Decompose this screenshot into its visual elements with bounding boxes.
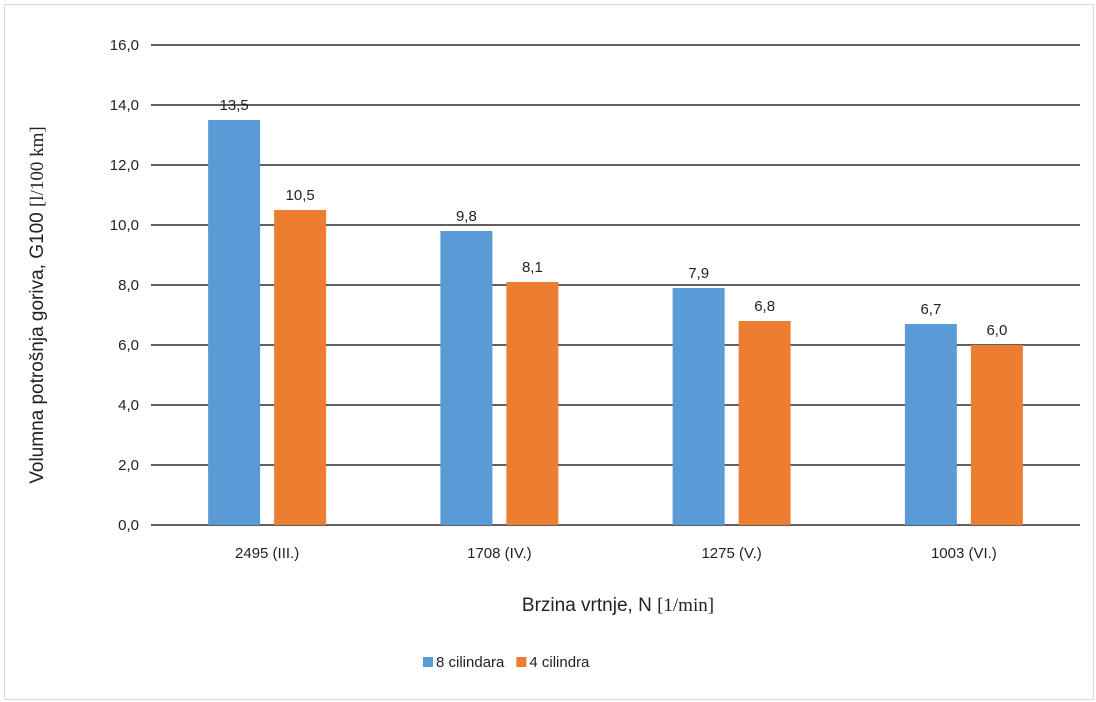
x-tick-label: 1275 (V.) — [701, 545, 761, 562]
bar-chart: 0,0 2,0 4,0 6,0 8,0 10,0 12,0 14,0 16,0 13,5 10,5… — [27, 37, 1080, 671]
chart-frame: 0,0 2,0 4,0 6,0 8,0 10,0 12,0 14,0 16,0 13,5 10,5… — [4, 4, 1094, 700]
y-tick-labels: 0,0 2,0 4,0 6,0 8,0 10,0 12,0 14,0 16,0 — [110, 37, 139, 534]
bar-series1 — [208, 120, 261, 525]
y-tick-label: 4,0 — [118, 397, 139, 414]
x-tick-label: 1003 (VI.) — [931, 545, 997, 562]
y-tick-label: 16,0 — [110, 37, 139, 54]
legend-swatch — [423, 657, 433, 667]
y-tick-label: 12,0 — [110, 157, 139, 174]
y-tick-label: 6,0 — [118, 337, 139, 354]
y-tick-label: 8,0 — [118, 277, 139, 294]
data-label: 6,0 — [986, 322, 1007, 339]
x-tick-label: 1708 (IV.) — [467, 545, 532, 562]
data-label: 6,8 — [754, 298, 775, 315]
y-axis-title: Volumna potrošnja goriva, G100 [l/100 km… — [27, 126, 48, 483]
data-labels: 13,5 10,5 9,8 8,1 7,9 6,8 6,7 6,0 — [220, 97, 1008, 339]
data-label: 10,5 — [286, 187, 315, 204]
data-label: 6,7 — [920, 301, 941, 318]
data-label: 9,8 — [456, 208, 477, 225]
bar-series2 — [506, 282, 559, 525]
data-label: 7,9 — [688, 265, 709, 282]
bar-series1 — [440, 231, 493, 525]
bar-series1 — [904, 324, 957, 525]
x-tick-labels: 2495 (III.) 1708 (IV.) 1275 (V.) 1003 (VI.) — [235, 545, 997, 562]
legend-label: 4 cilindra — [529, 654, 590, 671]
legend-swatch — [516, 657, 527, 667]
bar-series1 — [672, 288, 725, 525]
bar-series2 — [274, 210, 327, 525]
x-tick-label: 2495 (III.) — [235, 545, 299, 562]
legend-label: 8 cilindara — [436, 654, 505, 671]
bar-series2 — [738, 321, 791, 525]
x-axis-title: Brzina vrtnje, N [1/min] — [522, 595, 714, 616]
legend: 8 cilindara 4 cilindra — [423, 654, 590, 671]
data-label: 8,1 — [522, 259, 543, 276]
y-tick-label: 2,0 — [118, 457, 139, 474]
bar-series2 — [970, 345, 1023, 525]
y-tick-label: 0,0 — [118, 517, 139, 534]
bars — [208, 120, 1023, 525]
y-tick-label: 14,0 — [110, 97, 139, 114]
data-label: 13,5 — [220, 97, 249, 114]
y-tick-label: 10,0 — [110, 217, 139, 234]
